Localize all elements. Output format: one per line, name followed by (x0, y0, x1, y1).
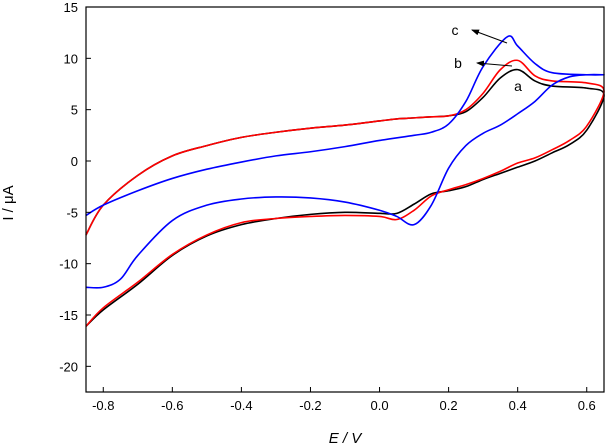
curve-label-a: a (514, 78, 522, 94)
x-tick-label: -0.6 (161, 398, 183, 413)
y-tick-label: -20 (59, 359, 78, 374)
annotation-arrow-b (476, 60, 513, 67)
series-layer (85, 35, 605, 327)
x-tick-label: 0.6 (578, 398, 596, 413)
y-tick-label: -10 (59, 257, 78, 272)
curve-label-c: c (452, 22, 459, 38)
y-tick-label: -5 (66, 205, 78, 220)
curve-label-b: b (454, 55, 462, 71)
y-tick-label: -15 (59, 308, 78, 323)
y-tick-label: 0 (71, 154, 78, 169)
x-tick-label: -0.2 (299, 398, 321, 413)
x-axis-title: E / V (329, 430, 364, 447)
plot-frame (85, 6, 605, 393)
tick-layer: -0.8 -0.6 -0.4 -0.2 0.0 0.2 0.4 0.6 15 10 5 0 -5 -10 -… (59, 0, 596, 413)
y-tick-label: 15 (64, 0, 78, 15)
x-tick-label: 0.4 (509, 398, 527, 413)
y-axis-title: I / μA (0, 185, 17, 220)
y-tick-label: 10 (64, 51, 78, 66)
y-tick-label: 5 (71, 103, 78, 118)
x-tick-label: 0.0 (370, 398, 388, 413)
annotation-arrow-c (471, 29, 508, 44)
x-tick-label: -0.4 (230, 398, 252, 413)
series-line-c (85, 35, 605, 289)
arrow-layer (471, 29, 513, 67)
x-tick-label: 0.2 (440, 398, 458, 413)
x-tick-label: -0.8 (92, 398, 114, 413)
series-line-b (85, 59, 605, 327)
